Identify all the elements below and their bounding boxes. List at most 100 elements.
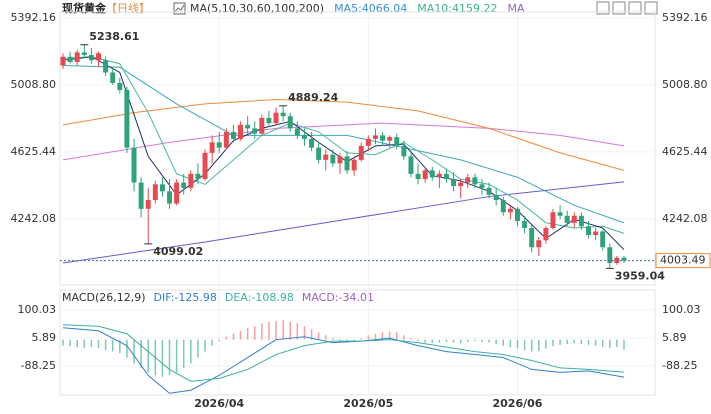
extreme-label: 4099.02 (153, 245, 203, 258)
tool-button[interactable] (596, 1, 610, 15)
candle-body (60, 56, 66, 66)
candle-body (181, 182, 187, 188)
y-tick-label: 4242.08 (11, 212, 57, 225)
ma-line (62, 99, 625, 171)
candle-body (408, 156, 414, 174)
macd-legend: MACD(26,12,9) DIF:-125.98 DEA:-108.98 MACD:… (62, 291, 374, 304)
macd-panel (59, 289, 656, 396)
ma-line (62, 122, 625, 161)
ma-line (62, 181, 625, 264)
candle-body (571, 215, 577, 223)
candle-body (337, 156, 343, 164)
header: 现货黄金【日线】 (62, 1, 150, 15)
period[interactable]: 【日线】 (106, 1, 150, 15)
candle-body (216, 142, 222, 148)
y-tick-label: 100.03 (18, 303, 57, 316)
candle-body (472, 177, 478, 185)
candle-body (522, 221, 528, 229)
candle-body (372, 135, 378, 139)
tool-button[interactable] (644, 1, 658, 15)
candle-body (103, 60, 109, 73)
candle-body (287, 116, 293, 129)
y-tick-label: 4625.44 (11, 145, 57, 158)
candle-body (536, 240, 542, 248)
ma10-label: MA10:4159.22 (417, 2, 497, 15)
candle-body (401, 145, 407, 157)
candle-body (252, 128, 258, 134)
y-tick-label: 5.89 (32, 331, 57, 344)
indicator-icon[interactable] (173, 2, 186, 15)
candle-body (152, 184, 158, 201)
tool-button[interactable] (628, 1, 642, 15)
ma-more-label: MA (508, 2, 525, 15)
y-tick-label: -88.25 (662, 359, 697, 372)
candle-body (436, 173, 442, 178)
candle-body (96, 53, 101, 61)
x-tick-label: 2026/04 (194, 397, 244, 410)
candle-body (458, 182, 464, 187)
candle-body (365, 138, 371, 146)
y-tick-label: 4242.08 (662, 212, 708, 225)
candle-body (167, 191, 173, 204)
extreme-label: 5238.61 (89, 30, 139, 43)
ma-setting: MA(5,10,30,60,100,200) (190, 2, 324, 15)
macd-label: MACD:-34.01 (302, 291, 374, 304)
last-price-label: 4003.49 (660, 254, 706, 267)
main-panel (59, 11, 656, 286)
dif-label: DIF:-125.98 (154, 291, 217, 304)
candle-body (67, 56, 73, 62)
candle-body (593, 231, 599, 236)
y-tick-label: 4625.44 (662, 145, 708, 158)
candle-body (543, 228, 549, 241)
candle-body (301, 135, 307, 139)
x-tick-label: 2026/05 (343, 397, 393, 410)
instrument: 现货黄金 (62, 1, 107, 15)
candle-body (586, 226, 591, 236)
candle-body (358, 145, 364, 160)
x-tick-label: 2026/06 (493, 397, 543, 410)
candle-body (266, 117, 272, 124)
candle-body (230, 131, 236, 139)
y-tick-label: 5008.80 (11, 78, 57, 91)
candle-body (195, 173, 201, 180)
y-tick-label: 5392.16 (11, 11, 57, 24)
dea-label: DEA:-108.98 (225, 291, 294, 304)
candle-body (323, 154, 329, 160)
candle-body (223, 131, 229, 148)
candle-body (309, 138, 315, 148)
macd-title: MACD(26,12,9) (62, 291, 146, 304)
macd-line (62, 324, 625, 382)
candle-body (209, 142, 215, 153)
candle-body (479, 184, 485, 188)
candle-body (380, 135, 386, 141)
candle-body (529, 228, 535, 248)
candle-body (557, 212, 563, 216)
ma-legend: MA(5,10,30,60,100,200) MA5:4066.04 MA10:41… (190, 2, 525, 15)
candle-body (131, 147, 137, 183)
candle-body (294, 128, 300, 136)
candle-body (259, 117, 265, 134)
candle-body (600, 231, 606, 248)
candle-body (81, 52, 87, 55)
candle-body (514, 208, 520, 222)
extreme-label: 4889.24 (288, 91, 338, 104)
y-tick-label: 5008.80 (662, 78, 708, 91)
tool-button[interactable] (612, 1, 626, 15)
candle-body (564, 215, 570, 223)
candle-body (621, 257, 627, 261)
candle-body (415, 173, 421, 180)
indicator-icon-line (174, 4, 185, 13)
candle-body (273, 112, 279, 124)
candle-body (117, 82, 123, 90)
candle-body (159, 184, 165, 192)
candle-body (394, 137, 400, 146)
extreme-label: 3959.04 (615, 269, 665, 282)
candle-body (74, 52, 80, 62)
candle-body (138, 182, 144, 209)
candle-body (124, 89, 130, 148)
candle-body (507, 208, 513, 213)
candle-body (245, 124, 251, 129)
ma5-label: MA5:4066.04 (334, 2, 407, 15)
candle-body (607, 247, 613, 263)
candle-body (188, 173, 194, 188)
